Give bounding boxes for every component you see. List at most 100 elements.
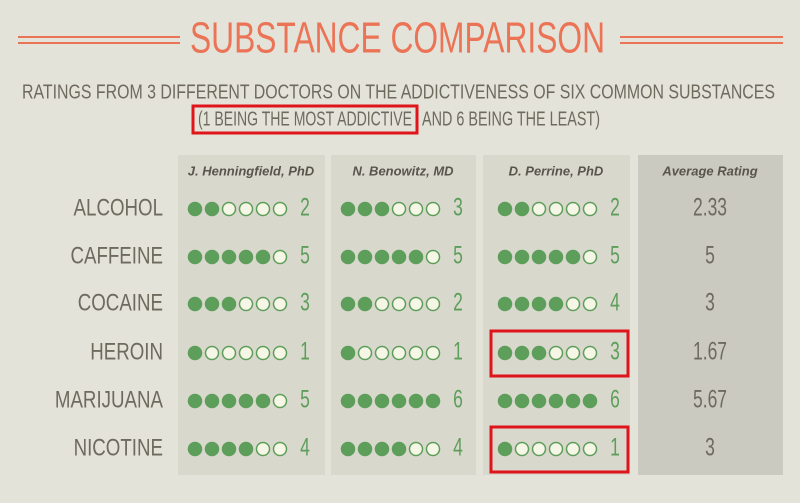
dot-filled [187,393,203,409]
rating: 3 [610,336,620,365]
dot-empty [565,296,581,312]
dot-empty [255,296,271,312]
rating: 5 [453,240,463,269]
dot-filled [374,249,390,265]
dot-filled [204,249,220,265]
dot-filled [357,201,373,217]
dot-filled [497,345,513,361]
rating: 2 [300,192,310,221]
dot-empty [221,345,237,361]
dot-filled [255,249,271,265]
dot-empty [204,345,220,361]
dot-empty [221,201,237,217]
dot-filled [497,249,513,265]
dot-filled [340,345,356,361]
dot-empty [357,345,373,361]
dot-filled [582,393,598,409]
column-header: J. Henningfield, PhD [188,163,315,178]
subtitle: RATINGS FROM 3 DIFFERENT DOCTORS ON THE … [22,81,775,103]
dot-empty [408,296,424,312]
dot-filled [204,201,220,217]
dot-filled [340,296,356,312]
rating: 4 [300,432,310,461]
dot-filled [357,296,373,312]
dot-filled [374,393,390,409]
dot-empty [408,441,424,457]
dot-empty [425,441,441,457]
substance-name: HEROIN [90,338,163,365]
substance-name: CAFFEINE [70,242,163,269]
dot-empty [238,345,254,361]
rating: 2 [610,192,620,221]
dot-empty [425,201,441,217]
dot-filled [497,393,513,409]
dot-filled [408,249,424,265]
dot-filled [221,441,237,457]
dot-empty [272,201,288,217]
title: SUBSTANCE COMPARISON [190,14,605,63]
dot-empty [272,249,288,265]
column-panel [638,155,783,475]
dot-filled [374,201,390,217]
dot-filled [514,393,530,409]
dot-empty [408,201,424,217]
dot-filled [391,393,407,409]
average: 2.33 [693,192,727,221]
dot-empty [582,441,598,457]
dot-filled [204,393,220,409]
dot-filled [357,249,373,265]
dot-filled [408,393,424,409]
dot-empty [582,296,598,312]
dot-filled [340,441,356,457]
rating: 5 [610,240,620,269]
dot-filled [221,296,237,312]
dot-empty [272,441,288,457]
dot-empty [272,345,288,361]
dot-empty [255,201,271,217]
dot-filled [187,441,203,457]
dot-filled [187,201,203,217]
dot-empty [238,296,254,312]
substance-name: MARIJUANA [55,386,164,413]
rating: 5 [300,240,310,269]
dot-empty [548,345,564,361]
dot-empty [582,345,598,361]
dot-empty [565,441,581,457]
dot-filled [548,249,564,265]
average: 1.67 [693,336,727,365]
dot-filled [340,249,356,265]
highlight-box [489,329,630,378]
dot-empty [548,441,564,457]
column-header: D. Perrine, PhD [509,163,604,178]
dot-empty [548,201,564,217]
rating: 1 [610,432,620,461]
dot-filled [531,345,547,361]
rating: 5 [300,384,310,413]
substance-name: NICOTINE [74,434,163,461]
dot-empty [531,441,547,457]
rating: 4 [610,287,620,316]
dot-filled [238,441,254,457]
dot-empty [272,393,288,409]
average: 3 [705,432,715,461]
dot-empty [272,296,288,312]
dot-filled [514,345,530,361]
dot-filled [514,201,530,217]
dot-filled [357,393,373,409]
dot-empty [391,296,407,312]
highlight-box [191,104,419,135]
dot-filled [187,249,203,265]
dot-empty [514,441,530,457]
dot-filled [497,201,513,217]
dot-empty [255,345,271,361]
dot-filled [374,441,390,457]
rating: 4 [453,432,463,461]
dot-filled [204,441,220,457]
substance-name: COCAINE [78,289,163,316]
dot-filled [548,393,564,409]
dot-empty [425,345,441,361]
dot-empty [425,249,441,265]
dot-filled [204,296,220,312]
dot-empty [425,296,441,312]
